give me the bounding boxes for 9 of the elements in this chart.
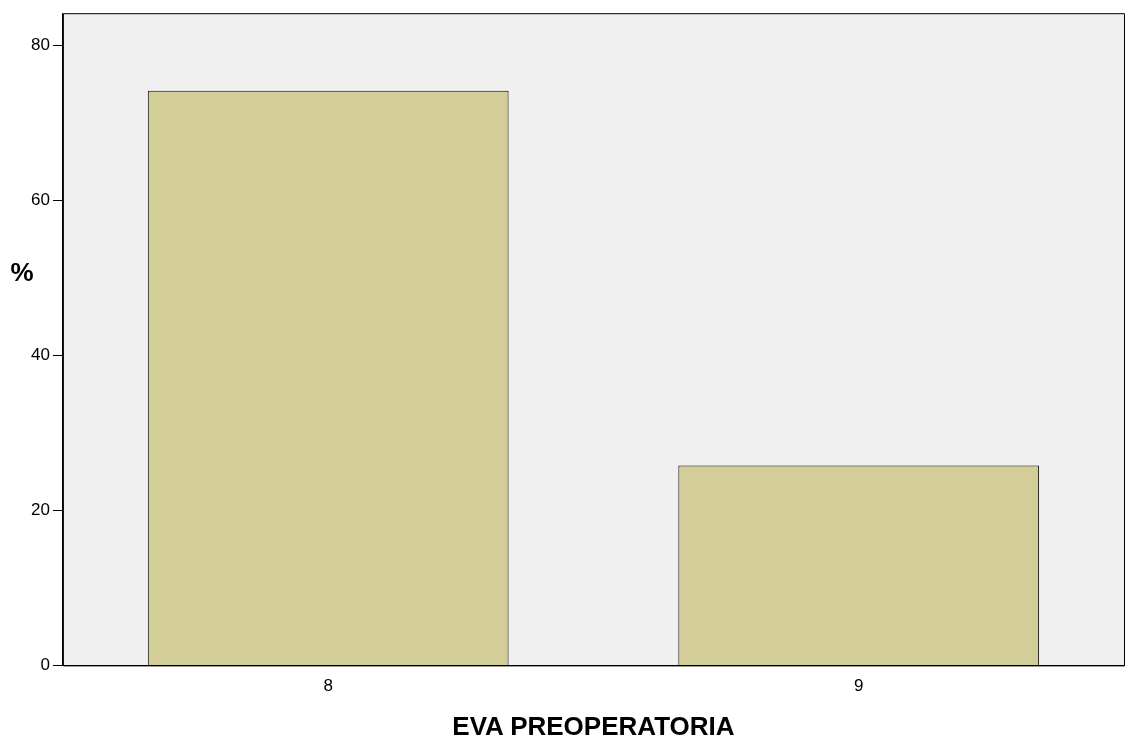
- y-axis-title: %: [10, 257, 34, 288]
- y-tick-label: 0: [40, 655, 50, 675]
- y-tick-label: 20: [30, 500, 50, 520]
- y-tick-label: 40: [30, 345, 50, 365]
- x-axis-title: EVA PREOPERATORIA: [452, 710, 735, 741]
- y-tick-label: 80: [30, 35, 50, 55]
- y-tick-label: 60: [30, 190, 50, 210]
- x-tick-label: 8: [323, 676, 333, 696]
- x-tick-label: 9: [853, 676, 864, 696]
